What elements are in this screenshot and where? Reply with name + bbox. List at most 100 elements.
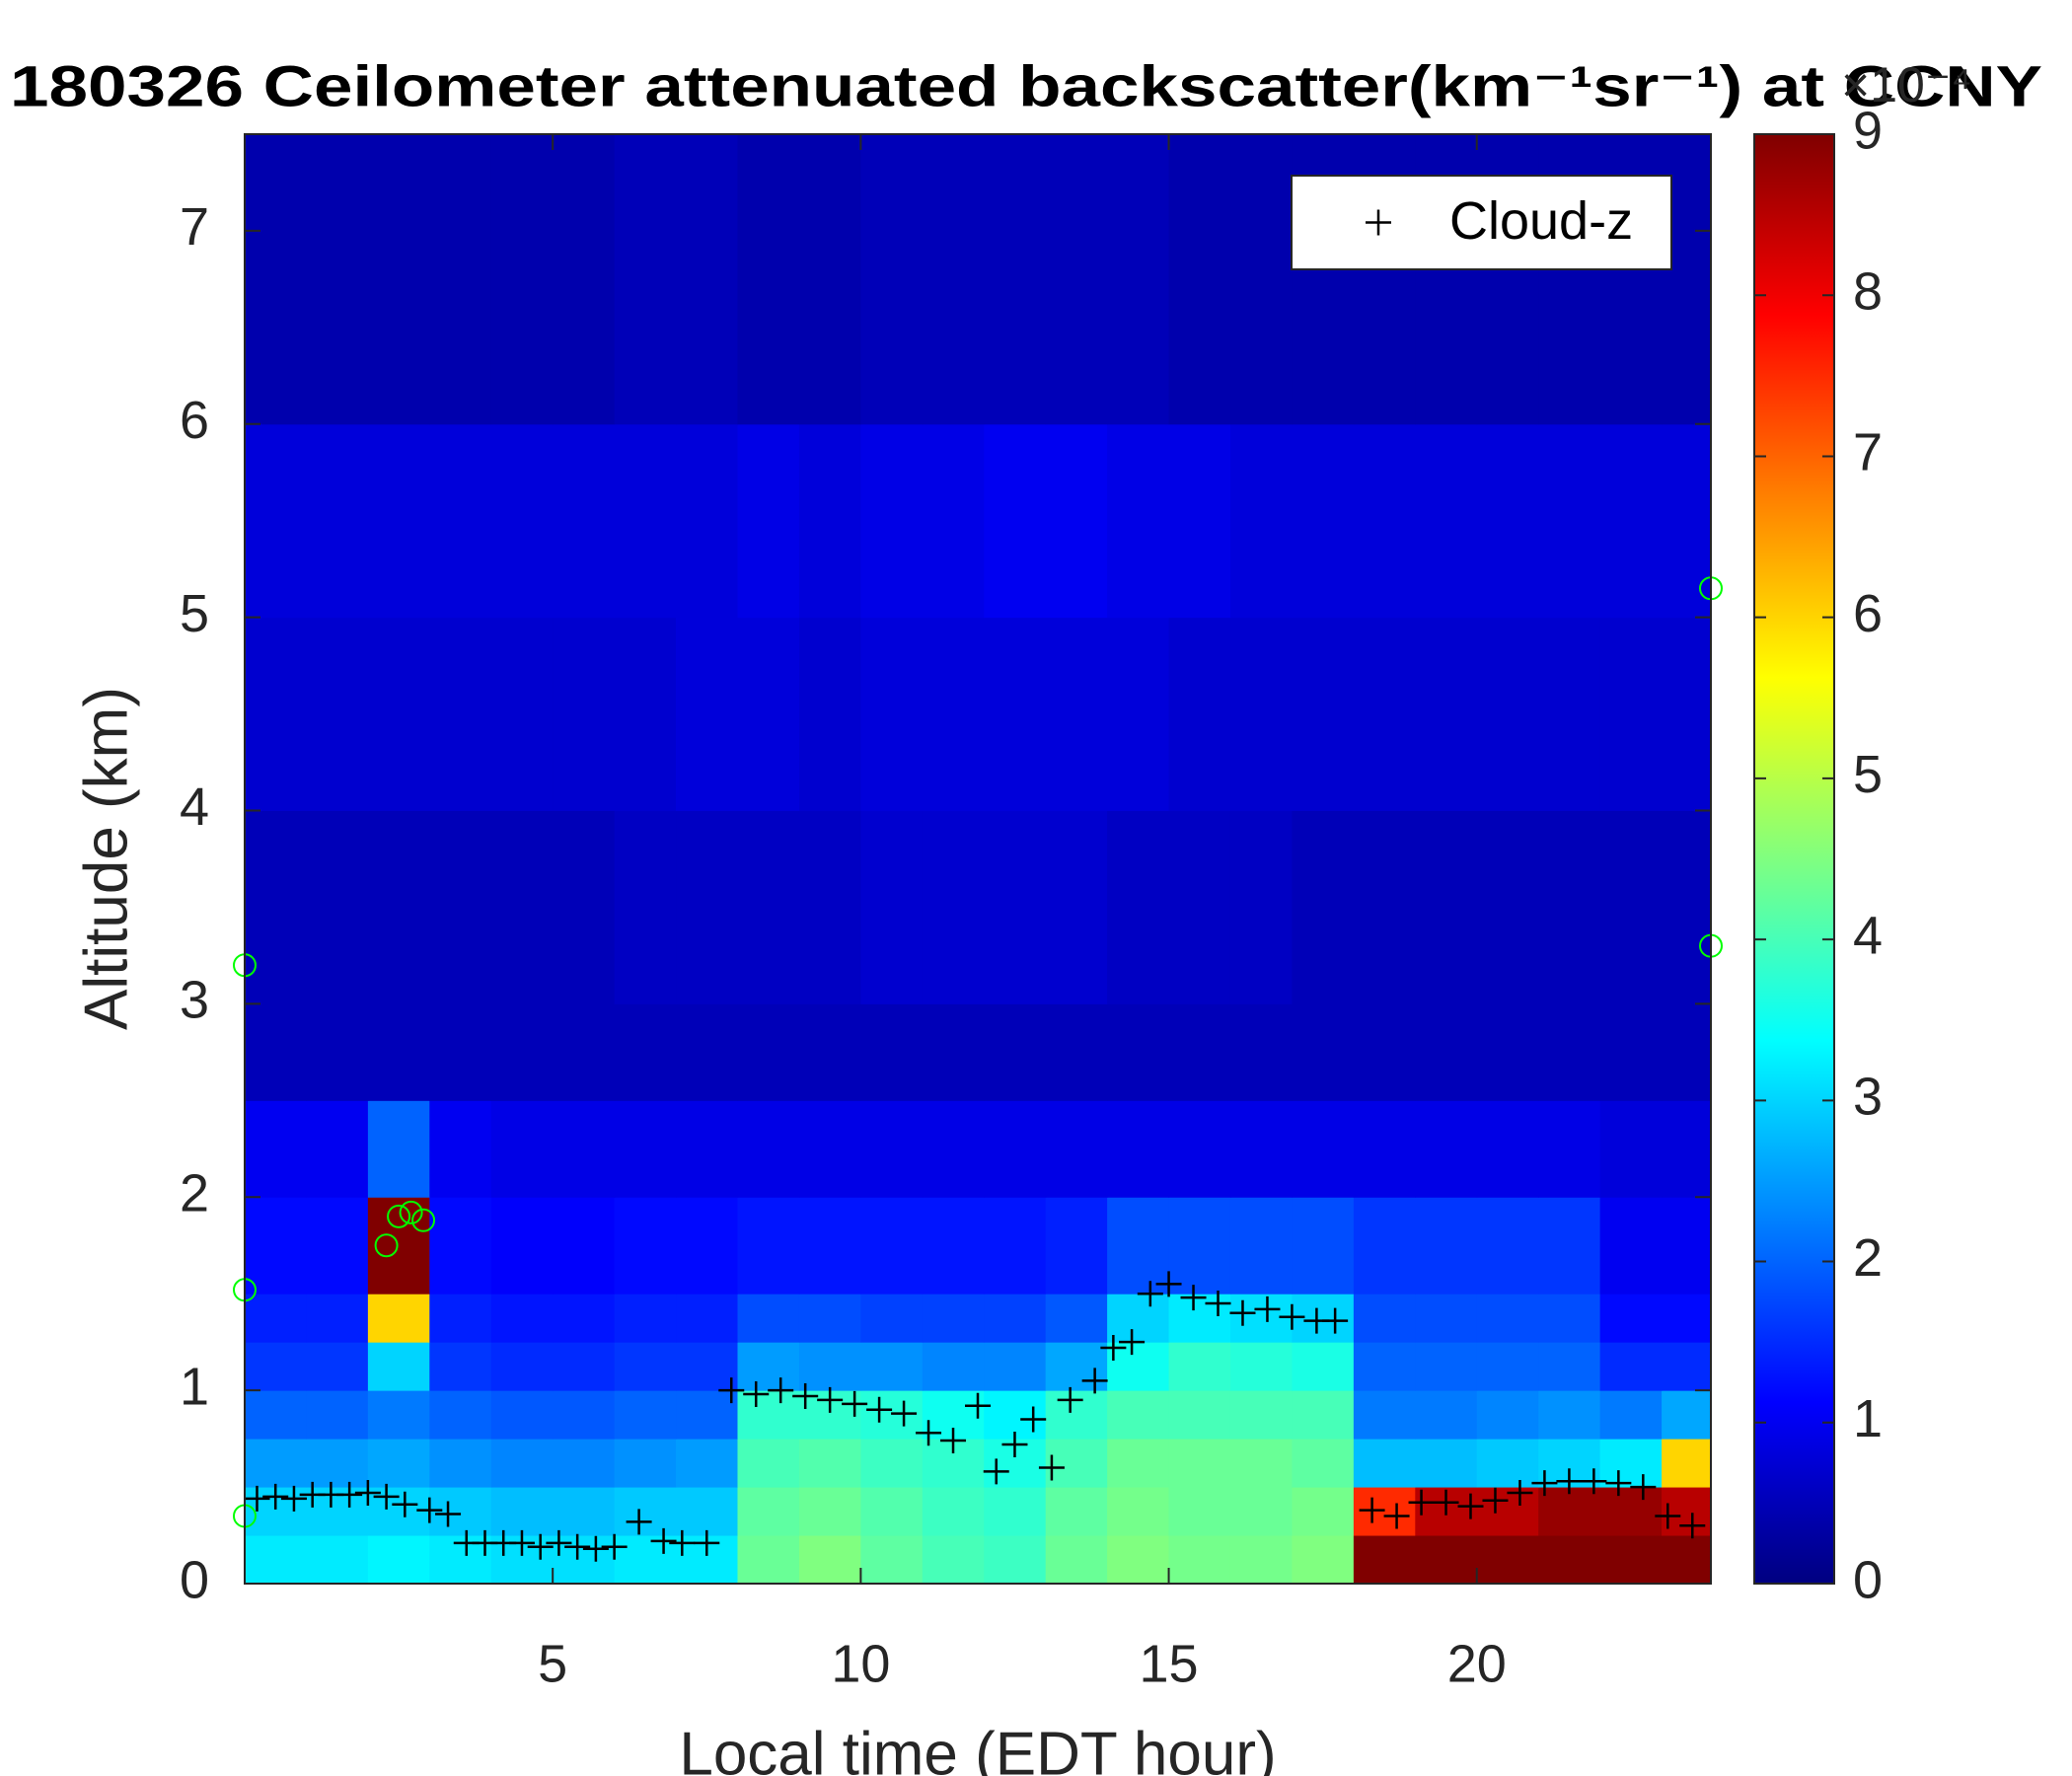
heatmap-cell — [1168, 1439, 1231, 1488]
heatmap-cell — [676, 1342, 738, 1391]
heatmap-cell — [737, 1197, 800, 1295]
heatmap-cell — [1045, 134, 1108, 425]
heatmap-cell — [860, 617, 924, 812]
heatmap-cell — [798, 1439, 861, 1488]
heatmap-cell — [1292, 1390, 1355, 1440]
heatmap-cell — [1599, 1197, 1663, 1295]
heatmap-cell — [367, 134, 430, 425]
heatmap-cell — [1599, 1439, 1663, 1488]
heatmap-cell — [429, 134, 492, 425]
colorbar-tick-label: 5 — [1853, 745, 1883, 804]
heatmap-cell — [737, 1294, 800, 1343]
cloud-marker — [262, 1483, 289, 1510]
heatmap-cell — [1538, 1100, 1601, 1198]
heatmap-cell — [1538, 1003, 1601, 1101]
cloud-marker — [1001, 1431, 1028, 1457]
heatmap-cell — [1045, 810, 1108, 1004]
heatmap-cell — [1662, 810, 1712, 1004]
heatmap-cell — [490, 423, 554, 619]
heatmap-cell — [1353, 1003, 1416, 1101]
heatmap-cell — [429, 1342, 492, 1391]
heatmap-cell — [1415, 1003, 1478, 1101]
x-axis-label: Local time (EDT hour) — [679, 1720, 1276, 1776]
heatmap-cell — [1415, 1100, 1478, 1198]
legend-marker — [1366, 209, 1391, 236]
heatmap-cell — [306, 1390, 369, 1440]
colorbar-tick-label: 9 — [1853, 101, 1883, 160]
heatmap-cell — [1107, 1197, 1170, 1295]
heatmap-cell — [245, 617, 307, 812]
heatmap-cell — [614, 1197, 677, 1295]
cloud-marker — [1322, 1307, 1349, 1334]
heatmap-cell — [245, 1439, 307, 1488]
heatmap-cell — [798, 1003, 861, 1101]
heatmap-cell — [737, 1003, 800, 1101]
x-tick-label: 5 — [538, 1634, 567, 1693]
heatmap-cell — [306, 1294, 369, 1343]
cloud-marker — [1119, 1329, 1146, 1356]
heatmap-cell — [676, 810, 738, 1004]
heatmap-cell — [490, 617, 554, 812]
heatmap-cell — [1662, 1003, 1712, 1101]
cloud-marker — [1229, 1299, 1256, 1326]
heatmap-cell — [245, 1197, 307, 1295]
heatmap-cell — [984, 1294, 1047, 1343]
cloud-marker — [582, 1535, 609, 1562]
heatmap-cell — [1045, 1197, 1108, 1295]
heatmap-cell — [490, 134, 554, 425]
heatmap-cell — [429, 1003, 492, 1101]
y-axis-label: Altitude (km) — [72, 687, 140, 1030]
heatmap-cell — [860, 1535, 924, 1585]
heatmap-cell — [1476, 1439, 1539, 1488]
heatmap-cell — [245, 1342, 307, 1391]
cloud-marker — [891, 1400, 918, 1427]
heatmap-cell — [1107, 134, 1170, 425]
heatmap-cell — [1353, 1342, 1416, 1391]
heatmap-cell — [553, 1439, 616, 1488]
heatmap-cell — [737, 617, 800, 812]
heatmap-cell — [490, 1342, 554, 1391]
heatmap-cell — [429, 1439, 492, 1488]
heatmap-cell — [922, 1342, 985, 1391]
heatmap-cell — [1662, 1342, 1712, 1391]
heatmap-cell — [984, 1390, 1047, 1440]
cloud-marker — [1457, 1493, 1484, 1519]
heatmap-cell — [614, 617, 677, 812]
heatmap-cell — [676, 1294, 738, 1343]
chart-title: 180326 Ceilometer attenuated backscatter… — [10, 54, 2042, 118]
heatmap-cell — [245, 810, 307, 1004]
heatmap-cell — [1045, 423, 1108, 619]
heatmap-cell — [737, 134, 800, 425]
heatmap-cell — [306, 423, 369, 619]
heatmap-cell — [367, 1535, 430, 1585]
heatmap-cell — [676, 134, 738, 425]
heatmap-cell — [1662, 1535, 1712, 1585]
cloud-marker — [1020, 1406, 1047, 1433]
heatmap-cell — [1353, 1294, 1416, 1343]
heatmap-cell — [676, 1487, 738, 1536]
heatmap-cell — [553, 810, 616, 1004]
heatmap-cell — [1662, 1487, 1712, 1536]
cloud-marker — [626, 1509, 652, 1535]
cloud-marker — [1180, 1285, 1207, 1311]
cloud-marker — [336, 1481, 363, 1508]
y-tick-label: 4 — [180, 777, 209, 837]
cloud-marker — [1556, 1468, 1583, 1495]
cloud-marker — [669, 1529, 696, 1556]
heatmap-cell — [1107, 1100, 1170, 1198]
heatmap-cell — [1292, 810, 1355, 1004]
heatmap-cell — [1107, 617, 1170, 812]
heatmap-cell — [1662, 1100, 1712, 1198]
heatmap-cell — [490, 1003, 554, 1101]
heatmap-cell — [737, 423, 800, 619]
heatmap-cell — [245, 1003, 307, 1101]
colorbar — [1753, 133, 1835, 1585]
heatmap-cell — [614, 1342, 677, 1391]
heatmap-cell — [798, 1487, 861, 1536]
heatmap-cell — [1353, 1197, 1416, 1295]
cloud-marker — [1605, 1470, 1632, 1497]
heatmap-cell — [553, 134, 616, 425]
x-tick-label: 20 — [1447, 1634, 1507, 1693]
colorbar-tick-label: 0 — [1853, 1550, 1883, 1609]
